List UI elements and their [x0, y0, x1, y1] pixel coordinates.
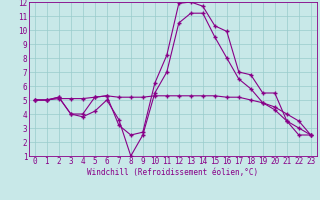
X-axis label: Windchill (Refroidissement éolien,°C): Windchill (Refroidissement éolien,°C)	[87, 168, 258, 177]
